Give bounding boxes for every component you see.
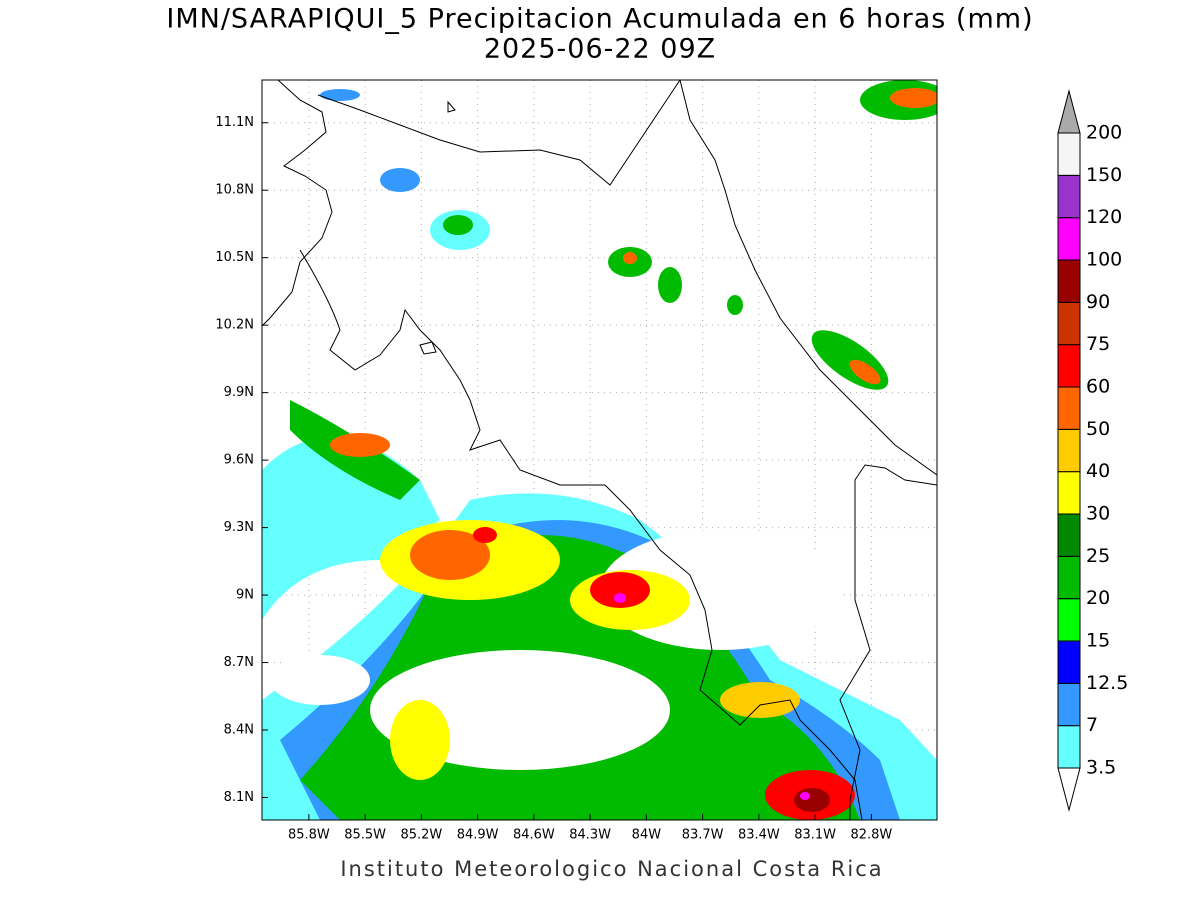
footer: Instituto Meteorologico Nacional Costa R…: [340, 857, 883, 881]
y-tick-label: 10.5N: [215, 250, 254, 265]
colorbar-box: [1057, 132, 1081, 176]
title: IMN/SARAPIQUI_5 Precipitacion Acumulada …: [166, 4, 1033, 35]
precipitation-field: [262, 80, 937, 820]
map-frame: [261, 79, 938, 821]
x-tick-label: 83.1W: [794, 828, 836, 843]
colorbar-label: 20: [1086, 587, 1110, 609]
colorbar-label: 150: [1086, 164, 1122, 186]
y-tick-label: 8.7N: [224, 655, 254, 670]
colorbar-box: [1057, 725, 1081, 769]
x-tick-label: 84.3W: [569, 828, 611, 843]
colorbar-label: 30: [1086, 503, 1110, 525]
x-tick-label: 82.8W: [850, 828, 892, 843]
coastlines: [262, 80, 937, 820]
colorbar-label: 100: [1086, 249, 1122, 271]
y-tick-label: 10.8N: [215, 183, 254, 198]
colorbar-box: [1057, 640, 1081, 684]
colorbar-label: 60: [1086, 376, 1110, 398]
x-tick-label: 84W: [632, 828, 662, 843]
colorbar-box: [1057, 471, 1081, 515]
colorbar: 3.5 7 12.5 15 20 25 30 40 50 60 75 90 100 120 150 200: [1057, 89, 1128, 812]
colorbar-label: 75: [1086, 333, 1110, 355]
colorbar-box: [1057, 598, 1081, 642]
colorbar-label: 40: [1086, 460, 1110, 482]
colorbar-label: 7: [1086, 714, 1098, 736]
colorbar-label: 120: [1086, 206, 1122, 228]
y-tick-label: 8.1N: [224, 790, 254, 805]
x-tick-label: 84.6W: [513, 828, 555, 843]
colorbar-under: [1057, 767, 1081, 812]
colorbar-box: [1057, 513, 1081, 557]
colorbar-label: 3.5: [1086, 757, 1116, 779]
colorbar-box: [1057, 555, 1081, 600]
x-tick-label: 85.5W: [344, 828, 386, 843]
y-tick-label: 11.1N: [215, 115, 254, 130]
colorbar-box: [1057, 217, 1081, 261]
colorbar-box: [1057, 682, 1081, 727]
colorbar-box: [1057, 344, 1081, 388]
x-tick-label: 83.4W: [738, 828, 780, 843]
colorbar-label: 25: [1086, 545, 1110, 567]
colorbar-label: 90: [1086, 291, 1110, 313]
x-tick-label: 84.9W: [457, 828, 499, 843]
colorbar-box: [1057, 174, 1081, 219]
colorbar-box: [1057, 301, 1081, 346]
y-tick-label: 9.9N: [224, 385, 254, 400]
x-tick-label: 83.7W: [682, 828, 724, 843]
colorbar-box: [1057, 259, 1081, 303]
x-tick-label: 85.2W: [400, 828, 442, 843]
colorbar-over: [1057, 89, 1081, 134]
colorbar-label: 15: [1086, 630, 1110, 652]
colorbar-box: [1057, 386, 1081, 430]
y-tick-label: 10.2N: [215, 318, 254, 333]
colorbar-label: 50: [1086, 418, 1110, 440]
x-tick-label: 85.8W: [288, 828, 330, 843]
y-tick-label: 8.4N: [224, 723, 254, 738]
colorbar-label: 12.5: [1086, 672, 1128, 694]
y-tick-label: 9N: [236, 588, 254, 603]
subtitle: 2025-06-22 09Z: [484, 34, 716, 65]
y-tick-label: 9.3N: [224, 520, 254, 535]
colorbar-box: [1057, 428, 1081, 473]
map-area: [262, 80, 937, 820]
y-tick-label: 9.6N: [224, 453, 254, 468]
colorbar-label: 200: [1086, 122, 1122, 144]
axes: 85.8W 85.5W 85.2W 84.9W 84.6W 84.3W 84W 83.7W 83…: [215, 115, 892, 842]
